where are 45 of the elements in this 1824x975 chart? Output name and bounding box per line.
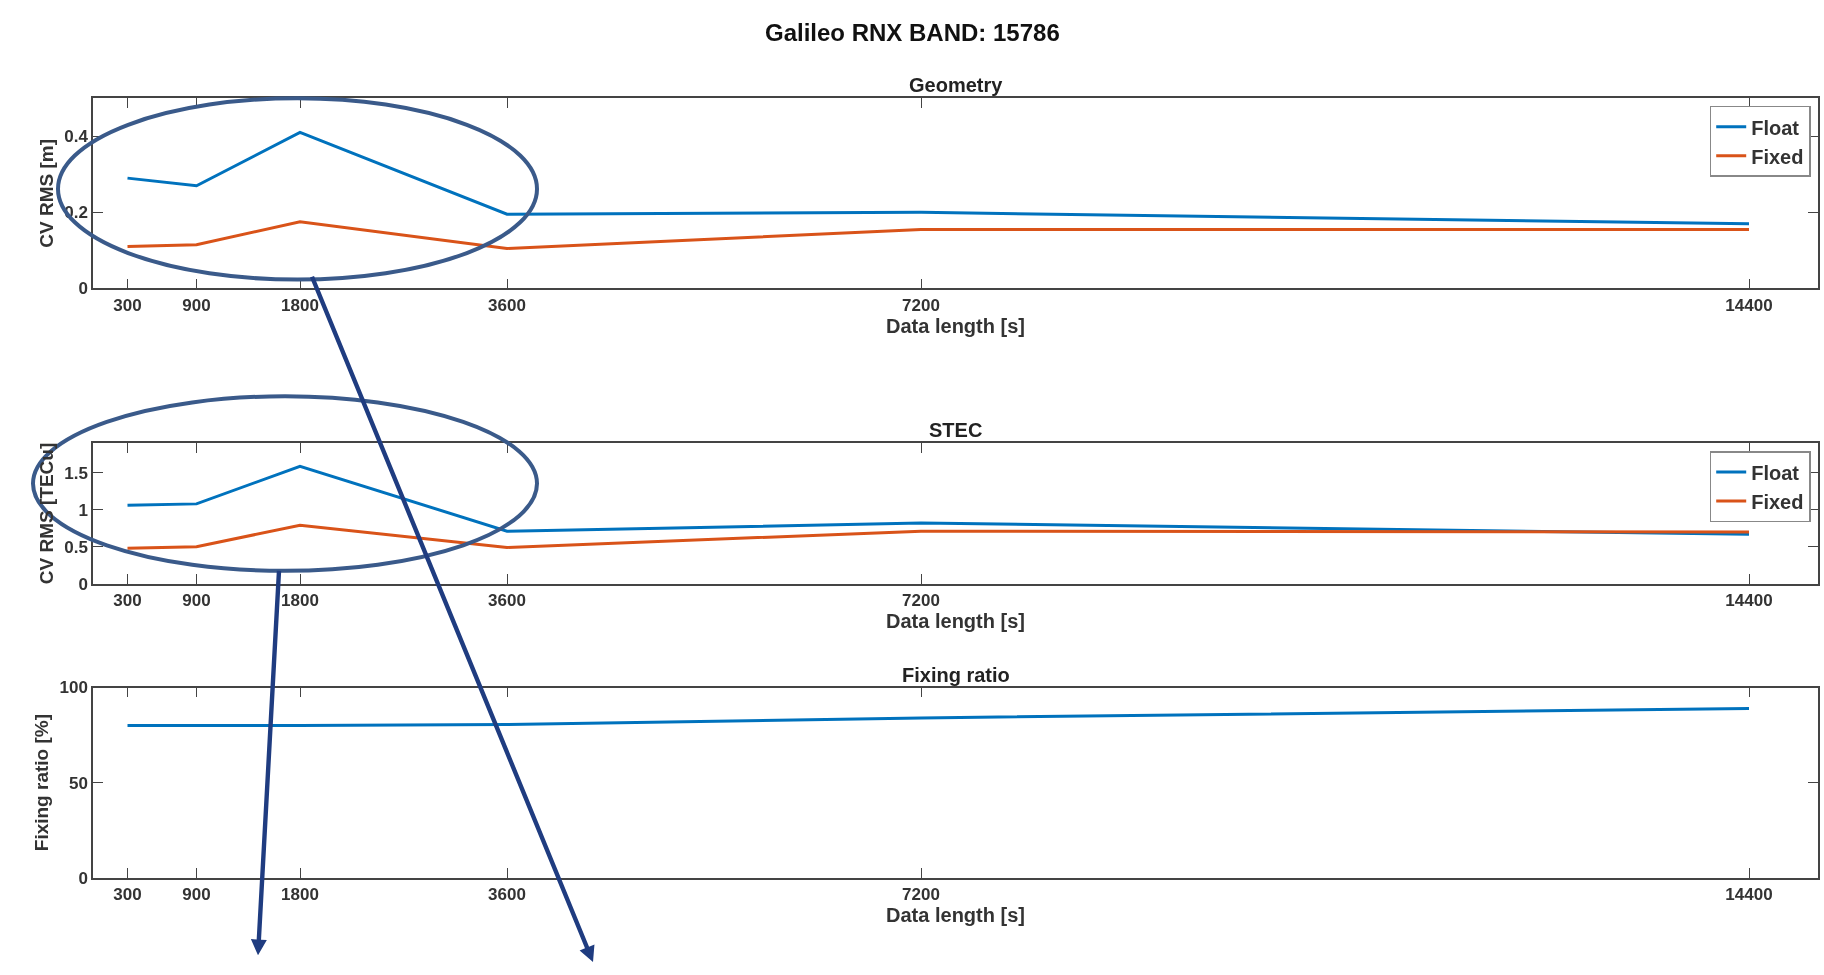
x-axis-title: Data length [s] — [886, 314, 1025, 337]
y-tick-label: 100 — [59, 678, 88, 698]
line-series — [126, 706, 1751, 728]
line-series — [126, 523, 1751, 550]
x-tick-label: 1800 — [281, 295, 319, 315]
x-tick-label: 900 — [182, 295, 211, 315]
x-tick-label: 3600 — [488, 295, 526, 315]
line-series — [126, 220, 1751, 250]
chart-title: Geometry — [909, 74, 1004, 96]
y-tick-label: 0.4 — [64, 127, 89, 147]
x-tick-label: 300 — [113, 295, 142, 315]
x-tick-label: 7200 — [902, 295, 940, 315]
legend-label: Fixed — [1751, 145, 1804, 168]
x-tick-label: 14400 — [1725, 295, 1773, 315]
x-tick-label: 14400 — [1725, 590, 1773, 610]
y-axis-title: Fixing ratio [%] — [30, 714, 52, 852]
y-axis-title: CV RMS [TECu] — [35, 442, 57, 585]
text: Galileo RNX BAND: 15786 — [765, 19, 1060, 46]
x-tick-label: 1800 — [281, 590, 319, 610]
x-tick-label: 14400 — [1725, 884, 1773, 904]
x-tick-label: 3600 — [488, 590, 526, 610]
x-tick-label: 300 — [113, 884, 142, 904]
y-tick-label: 0 — [78, 868, 88, 888]
y-axis-title: CV RMS [m] — [35, 138, 57, 248]
legend-label: Float — [1751, 116, 1800, 139]
chart-title: STEC — [929, 419, 983, 441]
x-axis-title: Data length [s] — [886, 609, 1025, 632]
y-tick-label: 1 — [78, 500, 88, 520]
x-tick-label: 900 — [182, 884, 211, 904]
y-tick-label: 0 — [78, 279, 88, 299]
x-tick-label: 7200 — [902, 590, 940, 610]
x-tick-label: 300 — [113, 590, 142, 610]
legend-label: Float — [1751, 461, 1800, 484]
x-tick-label: 900 — [182, 590, 211, 610]
chart-title: Fixing ratio — [902, 664, 1010, 686]
line-series — [126, 130, 1751, 226]
legend-label: Fixed — [1751, 490, 1804, 513]
y-tick-label: 50 — [68, 773, 88, 793]
y-tick-label: 0.5 — [64, 537, 88, 557]
y-tick-label: 0 — [78, 574, 88, 594]
y-tick-label: 1.5 — [64, 463, 88, 483]
x-axis-title: Data length [s] — [886, 903, 1025, 926]
x-tick-label: 3600 — [488, 884, 526, 904]
x-tick-label: 1800 — [281, 884, 319, 904]
x-tick-label: 7200 — [902, 884, 940, 904]
